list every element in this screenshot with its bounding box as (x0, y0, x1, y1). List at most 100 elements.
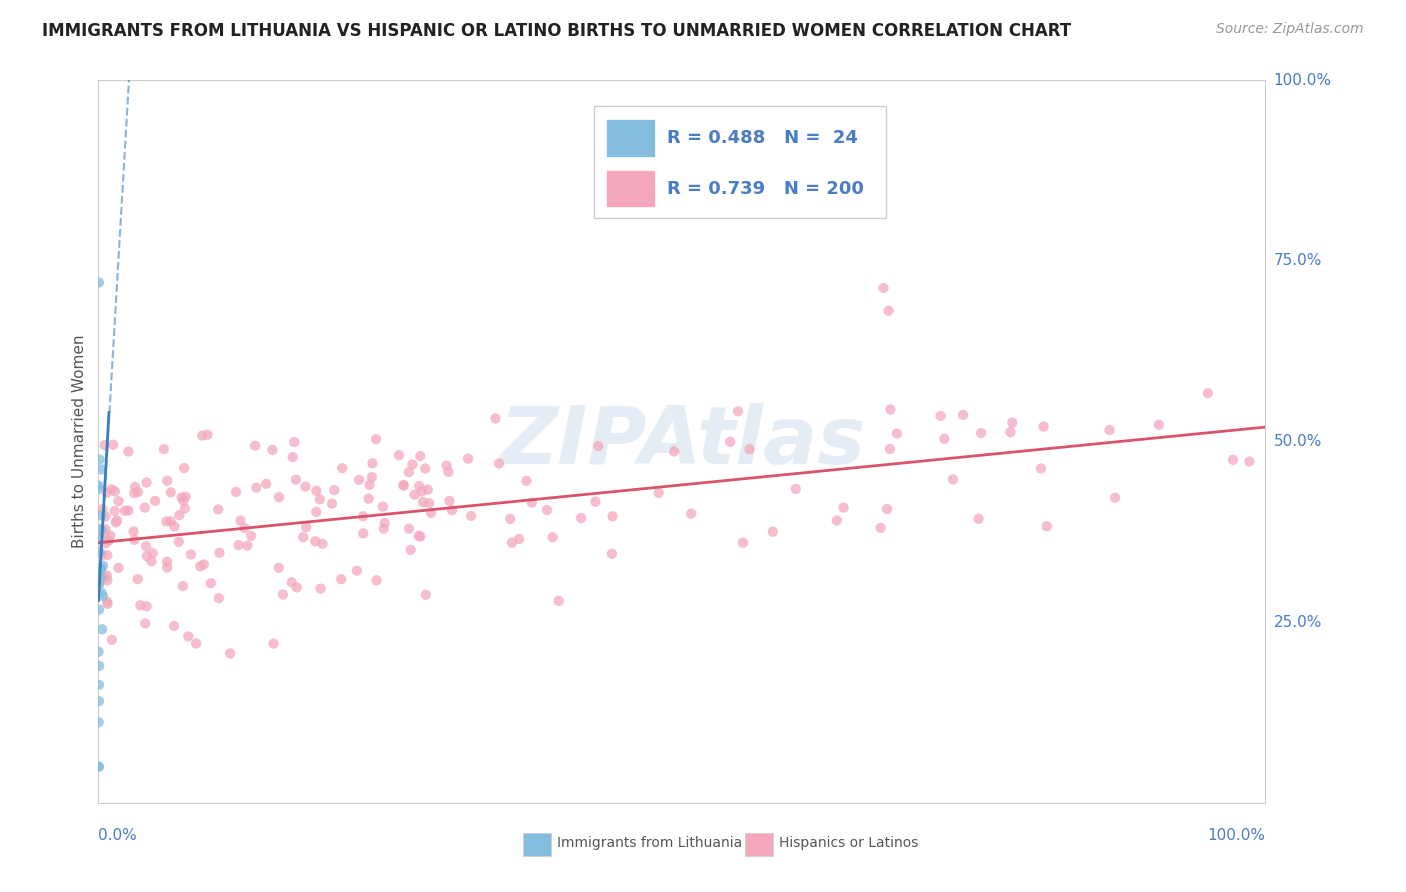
Point (225, 484, 247, 499)
Point (832, 500, 855, 515)
Point (163, 519, 186, 533)
Point (392, 478, 415, 492)
Point (89, 602, 111, 616)
Point (97, 533, 120, 548)
Point (416, 483, 439, 497)
Point (89, 452, 111, 467)
Point (200, 576, 222, 591)
Point (94, 522, 117, 536)
Point (180, 548, 202, 562)
Point (98, 529, 121, 543)
Point (156, 560, 179, 574)
Text: 75.0%: 75.0% (1274, 253, 1322, 268)
Point (96, 486, 118, 500)
Point (93, 438, 115, 452)
Point (87, 760, 110, 774)
Point (229, 514, 252, 528)
Point (143, 494, 166, 508)
Point (398, 465, 420, 479)
Point (173, 501, 195, 516)
Point (436, 458, 458, 473)
Point (87, 538, 110, 552)
Point (87, 478, 110, 492)
Point (364, 432, 387, 446)
Point (87, 645, 110, 659)
Point (1000, 425, 1022, 439)
Point (366, 574, 388, 588)
Point (104, 504, 127, 518)
Point (107, 561, 129, 575)
Text: ZIPAtlas: ZIPAtlas (499, 402, 865, 481)
Point (159, 485, 181, 500)
Point (1036, 519, 1059, 533)
Point (262, 442, 284, 457)
Point (186, 636, 208, 650)
Point (970, 426, 993, 441)
Point (96, 568, 118, 582)
Point (1032, 419, 1054, 434)
Point (117, 503, 139, 517)
Point (167, 534, 190, 549)
Point (104, 516, 127, 530)
Point (263, 637, 285, 651)
Point (1098, 423, 1121, 437)
Point (718, 434, 741, 449)
Point (152, 442, 174, 457)
Point (285, 581, 308, 595)
Point (439, 494, 461, 508)
Point (208, 546, 231, 560)
Point (105, 514, 128, 528)
Point (134, 500, 156, 515)
Point (374, 516, 396, 530)
Point (135, 549, 157, 563)
Point (330, 572, 353, 586)
Point (409, 449, 432, 463)
Point (96, 574, 118, 588)
Text: 0.0%: 0.0% (98, 828, 138, 843)
Point (129, 599, 152, 613)
Point (501, 535, 523, 549)
Point (1197, 386, 1219, 401)
Point (295, 520, 318, 534)
Point (267, 561, 290, 575)
Point (484, 411, 506, 425)
Point (219, 647, 242, 661)
Point (409, 530, 432, 544)
Point (408, 479, 430, 493)
Point (499, 512, 522, 526)
Point (415, 588, 437, 602)
Y-axis label: Births to Unmarried Women: Births to Unmarried Women (72, 334, 87, 549)
Text: IMMIGRANTS FROM LITHUANIA VS HISPANIC OR LATINO BIRTHS TO UNMARRIED WOMEN CORREL: IMMIGRANTS FROM LITHUANIA VS HISPANIC OR… (42, 22, 1071, 40)
Point (236, 539, 259, 553)
Point (404, 488, 426, 502)
Point (1147, 417, 1170, 432)
Point (648, 486, 671, 500)
Point (87, 276, 110, 290)
Point (929, 409, 952, 423)
Point (124, 480, 146, 494)
Text: Immigrants from Lithuania: Immigrants from Lithuania (557, 836, 742, 849)
Point (91, 570, 114, 584)
FancyBboxPatch shape (606, 169, 655, 208)
Point (330, 461, 353, 475)
Point (762, 524, 785, 539)
Point (281, 450, 304, 464)
Point (399, 542, 422, 557)
Point (96, 548, 118, 562)
Point (536, 503, 558, 517)
Point (114, 504, 136, 518)
Point (437, 465, 460, 479)
Point (347, 473, 370, 487)
Point (323, 483, 346, 498)
Point (90, 561, 112, 575)
Point (96, 595, 118, 609)
Point (87, 576, 110, 591)
Point (879, 442, 901, 456)
Point (408, 529, 430, 543)
Point (135, 475, 157, 490)
Point (1029, 461, 1052, 475)
Point (197, 427, 219, 442)
Point (292, 530, 315, 544)
Point (357, 491, 380, 506)
Point (87, 694, 110, 708)
